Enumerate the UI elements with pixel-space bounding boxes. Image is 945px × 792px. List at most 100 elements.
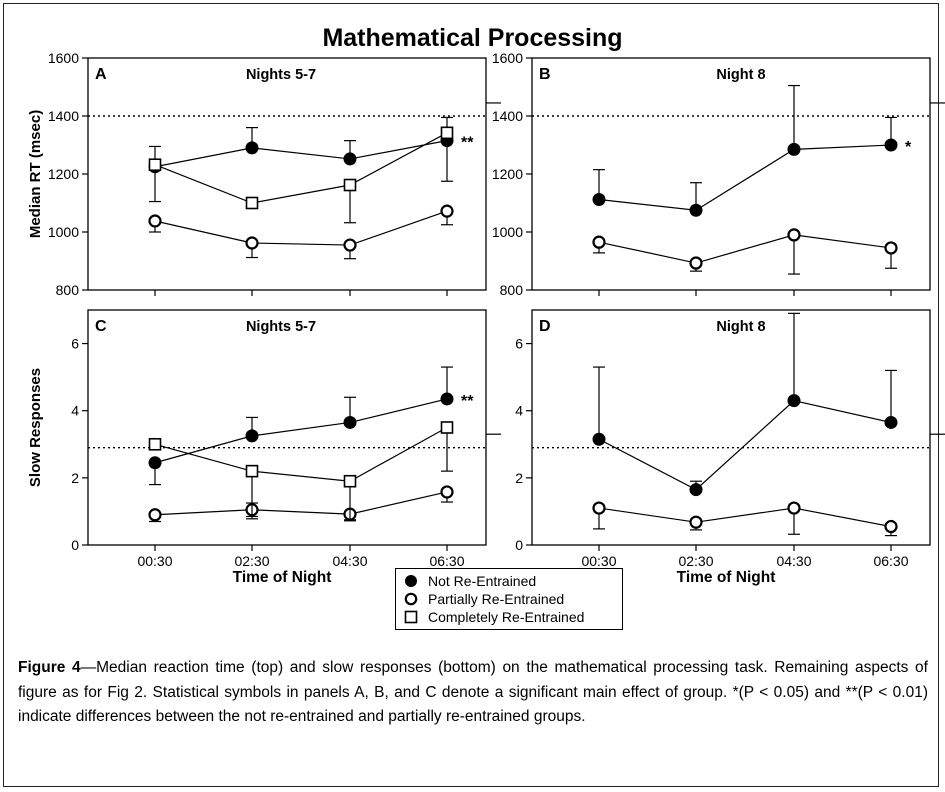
legend: Not Re-Entrained Partially Re-Entrained … xyxy=(395,568,623,630)
data-point xyxy=(689,483,703,497)
x-tick-label: 06:30 xyxy=(873,553,908,569)
data-point xyxy=(440,392,454,406)
legend-label: Not Re-Entrained xyxy=(428,573,537,589)
x-axis-label: Time of Night xyxy=(233,569,332,586)
data-point xyxy=(245,429,259,443)
series-open-square xyxy=(148,126,454,224)
x-tick-label: 04:30 xyxy=(776,553,811,569)
legend-label: Partially Re-Entrained xyxy=(428,591,565,607)
figure-caption: Figure 4—Median reaction time (top) and … xyxy=(18,656,928,730)
data-point xyxy=(440,421,454,434)
data-point xyxy=(245,236,259,250)
panel-b: 800 1000 1200 1400 1600 B Night 8 * xyxy=(492,50,945,298)
open-square-icon xyxy=(404,610,422,624)
x-tick-label: 00:30 xyxy=(137,553,172,569)
figure-title: Mathematical Processing xyxy=(322,24,623,52)
data-point xyxy=(592,501,606,515)
data-point xyxy=(787,394,801,408)
data-point xyxy=(148,214,162,228)
y-tick-label: 1400 xyxy=(48,108,79,124)
data-point xyxy=(689,515,703,529)
x-tick-label: 04:30 xyxy=(332,553,367,569)
panel-title: Night 8 xyxy=(716,67,765,83)
plot-area xyxy=(531,309,931,546)
y-tick-label: 1600 xyxy=(492,50,523,66)
panel-letter: A xyxy=(95,66,107,83)
panel-letter: D xyxy=(539,318,551,335)
y-tick-label: 800 xyxy=(56,282,80,298)
y-tick-label: 1200 xyxy=(492,166,523,182)
y-tick-label: 2 xyxy=(515,470,523,486)
data-point xyxy=(884,241,898,255)
y-tick-label: 6 xyxy=(515,336,523,352)
data-point xyxy=(148,508,162,522)
filled-circle-icon xyxy=(404,574,422,588)
series-line xyxy=(598,399,892,491)
series-line xyxy=(154,210,448,246)
x-tick-label: 02:30 xyxy=(234,553,269,569)
significance-marker: ** xyxy=(461,135,474,152)
figure-frame xyxy=(3,3,939,787)
y-tick-label: 1600 xyxy=(48,50,79,66)
panel-letter: C xyxy=(95,318,107,335)
series-open-circle xyxy=(148,485,454,523)
x-axis-label: Time of Night xyxy=(677,569,776,586)
data-point xyxy=(689,256,703,270)
series-line xyxy=(598,144,892,211)
data-point xyxy=(440,485,454,499)
significance-marker: * xyxy=(905,139,912,156)
data-point xyxy=(689,203,703,217)
data-point xyxy=(148,456,162,470)
caption-text: —Median reaction time (top) and slow res… xyxy=(18,659,928,725)
series-filled-circle xyxy=(592,312,898,497)
data-point xyxy=(592,193,606,207)
y-tick-label: 0 xyxy=(71,537,79,553)
data-point xyxy=(245,141,259,155)
data-point xyxy=(787,142,801,156)
y-tick-label: 4 xyxy=(515,403,523,419)
data-point xyxy=(884,138,898,152)
panel-title: Night 8 xyxy=(716,319,765,335)
data-point xyxy=(787,501,801,515)
data-point xyxy=(343,178,357,192)
series-open-square xyxy=(148,421,454,521)
y-tick-label: 800 xyxy=(500,282,524,298)
open-circle-icon xyxy=(404,592,422,606)
legend-label: Completely Re-Entrained xyxy=(428,609,585,625)
data-point xyxy=(343,415,357,429)
data-point xyxy=(245,464,259,478)
series-open-circle xyxy=(148,204,454,260)
series-open-circle xyxy=(592,228,898,275)
series-filled-circle xyxy=(148,116,454,203)
x-tick-label: 02:30 xyxy=(678,553,713,569)
y-tick-label: 0 xyxy=(515,537,523,553)
y-tick-label: 2 xyxy=(71,470,79,486)
data-point xyxy=(343,152,357,166)
y-tick-label: 1000 xyxy=(48,224,79,240)
plot-area xyxy=(87,57,487,291)
series-line xyxy=(154,426,448,482)
data-point xyxy=(440,204,454,218)
x-tick-label: 00:30 xyxy=(581,553,616,569)
series-filled-circle xyxy=(592,84,898,217)
data-point xyxy=(148,437,162,451)
y-tick-label: 1000 xyxy=(492,224,523,240)
caption-label: Figure 4 xyxy=(18,659,81,676)
data-point xyxy=(343,238,357,252)
panel-letter: B xyxy=(539,66,551,83)
data-point xyxy=(787,228,801,242)
data-point xyxy=(592,235,606,249)
significance-marker: ** xyxy=(461,393,474,410)
legend-item-completely-reentrained: Completely Re-Entrained xyxy=(404,608,614,626)
series-open-circle xyxy=(592,501,898,537)
panel-a: 800 1000 1200 1400 1600 A Nights 5-7 Median RT … xyxy=(27,50,501,298)
data-point xyxy=(343,474,357,488)
series-line xyxy=(154,491,448,516)
data-point xyxy=(592,432,606,446)
x-tick-label: 06:30 xyxy=(429,553,464,569)
data-point xyxy=(884,415,898,429)
y-tick-label: 1200 xyxy=(48,166,79,182)
series-line xyxy=(154,132,448,204)
y-axis-label: Median RT (msec) xyxy=(27,110,44,238)
